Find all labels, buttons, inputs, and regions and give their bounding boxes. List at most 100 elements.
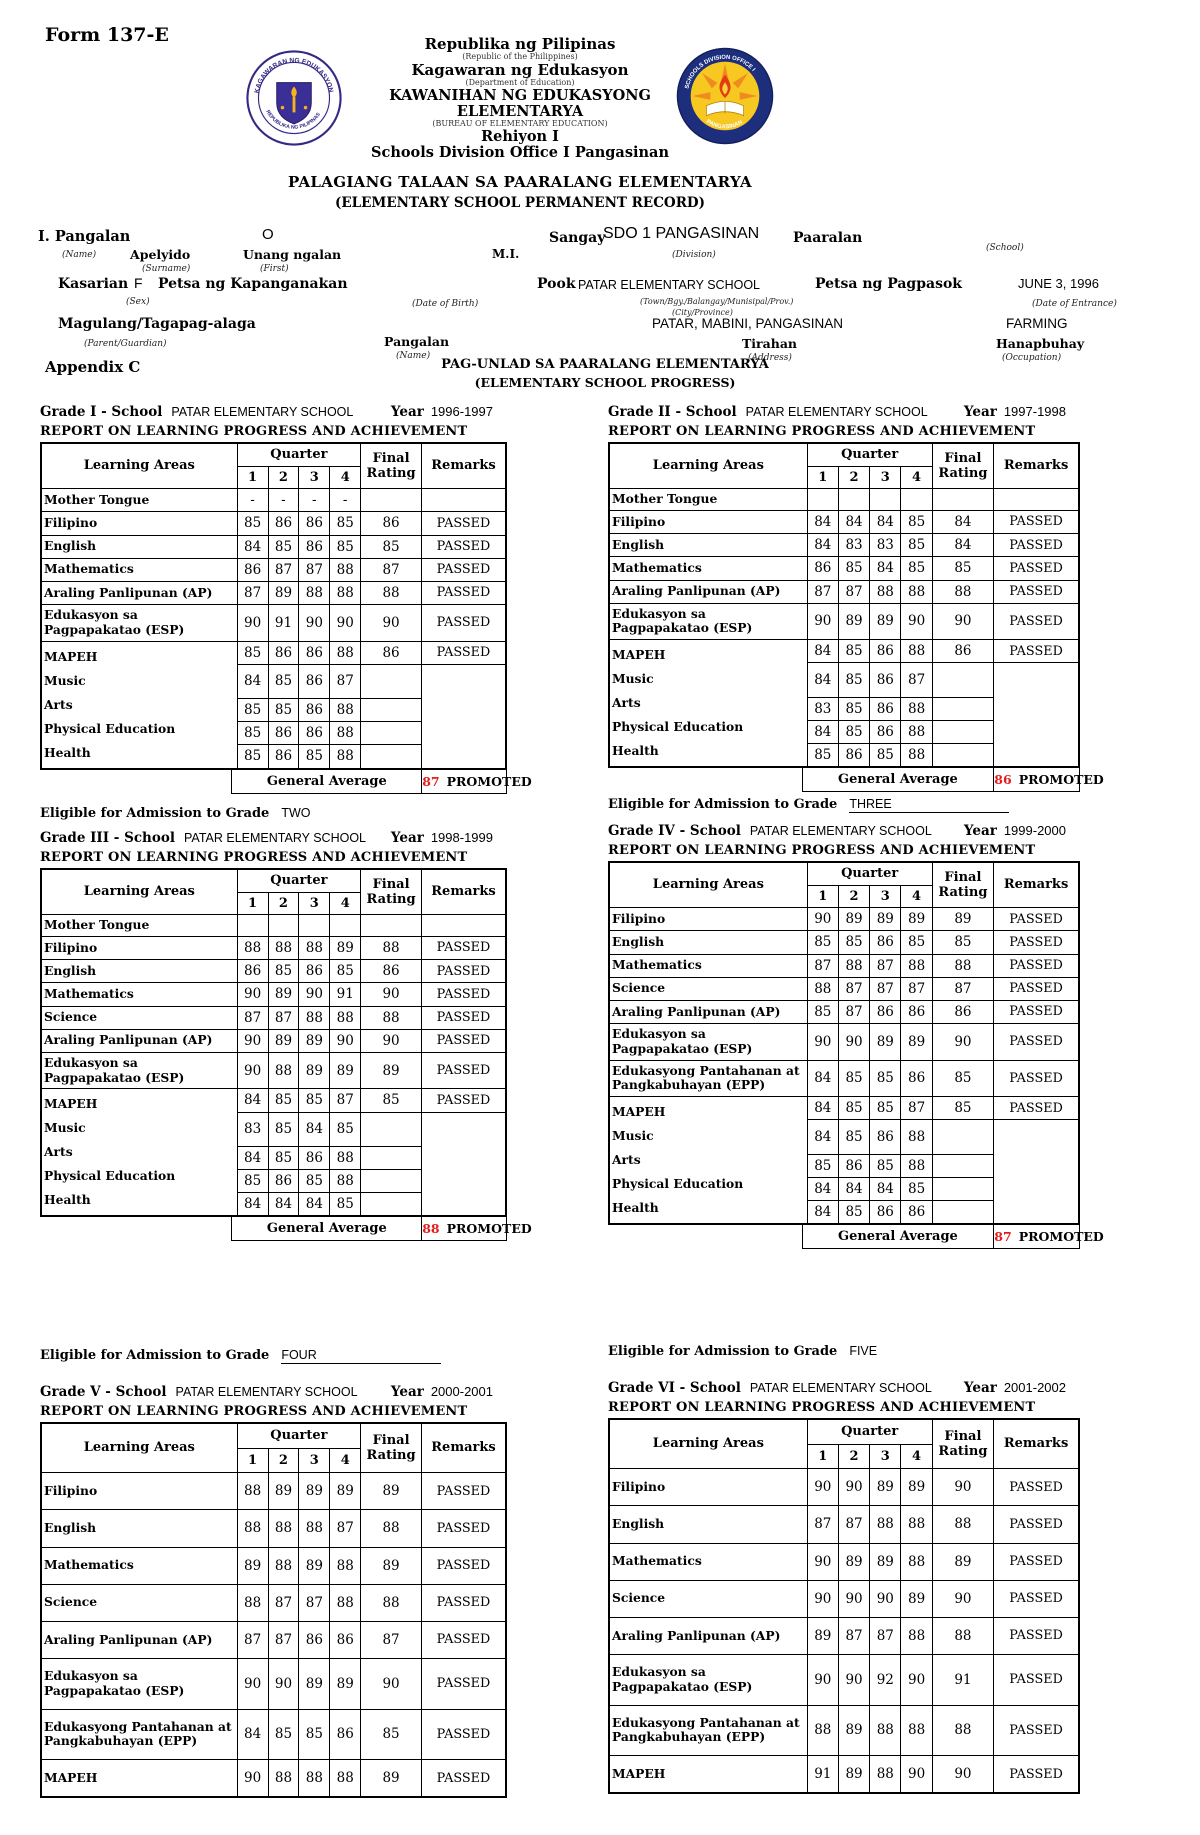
year-value: 1997-1998 xyxy=(1003,404,1066,419)
quarter-grade-cell: 87 xyxy=(298,557,331,582)
quarter-grade-cell xyxy=(837,488,871,511)
quarter-grade-cell: 89 xyxy=(837,1755,871,1794)
quarter-header: Quarter xyxy=(236,868,362,893)
learning-area-cell: English xyxy=(608,533,808,558)
remarks-cell: PASSED xyxy=(993,1704,1080,1757)
quarter-grade-cell: 87 xyxy=(837,999,871,1025)
table-row: Science 88 87 87 87 87 PASSED xyxy=(608,976,1080,1001)
learning-area-cell: MAPEH xyxy=(40,1759,238,1798)
quarter-grade-cell: 88 xyxy=(329,1168,362,1194)
quarter-grade-cell: 84 xyxy=(806,1176,839,1201)
bureau-line: KAWANIHAN NG EDUKASYONG ELEMENTARYA xyxy=(389,86,651,120)
quarter-grade-cell: 89 xyxy=(298,1546,331,1585)
learning-area-cell: Araling Panlipunan (AP) xyxy=(40,1620,238,1660)
remarks-merged-cell xyxy=(993,662,1080,768)
grade-2-section: Grade II - School PATAR ELEMENTARY SCHOOL… xyxy=(608,404,1104,793)
promoted-label: PROMOTED xyxy=(1018,772,1104,788)
final-rating-cell: 89 xyxy=(931,907,995,932)
quarter-grade-cell: 85 xyxy=(837,639,871,664)
quarter-grade-cell: 90 xyxy=(837,1468,871,1507)
grade-label: Grade V - School xyxy=(40,1384,167,1400)
quarter-grade-cell: 86 xyxy=(267,1168,300,1194)
final-rating-cell xyxy=(360,744,422,770)
final-rating-cell: 87 xyxy=(360,557,422,582)
header-row: Learning Areas Quarter Final Rating Remarks xyxy=(40,868,507,916)
quarter-grade-cell: 85 xyxy=(267,698,300,723)
learning-area-cell: Mathematics xyxy=(40,557,238,582)
quarter-grade-cell: 85 xyxy=(869,1096,902,1121)
year-label: Year xyxy=(963,823,997,839)
learning-area-cell: Filipino xyxy=(40,935,238,961)
learning-area-cell: Edukasyong Pantahanan at Pangkabuhayan (… xyxy=(608,1704,808,1757)
table-row: 84 85 86 88 xyxy=(41,1145,506,1171)
quarter-grade-cell: 83 xyxy=(236,1111,269,1147)
table-row: 85 86 85 88 xyxy=(41,1168,506,1194)
eligible-grade-two-line: Eligible for Admission to Grade TWO xyxy=(40,806,310,821)
quarter-grade-cell: 84 xyxy=(267,1192,300,1217)
place-sub-label-1: (Town/Bgy./Balangay/Munisipal/Prov.) xyxy=(640,297,794,306)
grade-table: Learning Areas Quarter Final Rating Remarks 1… xyxy=(40,442,507,770)
quarter-grade-cell: 88 xyxy=(267,1546,300,1585)
final-rating-cell: 85 xyxy=(931,930,995,955)
quarter-grade-cell: 88 xyxy=(267,1509,300,1548)
quarter-grade-cell: 88 xyxy=(236,1472,269,1511)
final-rating-header-line: Final xyxy=(944,1428,982,1444)
remarks-header: Remarks xyxy=(420,868,507,916)
quarter-grade-cell: 86 xyxy=(806,556,839,581)
table-head: Learning Areas Quarter Final Rating Remarks 1… xyxy=(40,1422,507,1474)
quarter-grade-cell: 87 xyxy=(236,1005,269,1030)
mapeh-area-label: Health xyxy=(612,1200,659,1216)
quarter-grade-cell: 84 xyxy=(806,533,839,558)
entrance-value: JUNE 3, 1996 xyxy=(1018,276,1099,291)
quarter-grade-cell: 85 xyxy=(900,509,933,535)
table-row: English 84 83 83 85 84 PASSED xyxy=(608,533,1080,558)
school-name-value: PATAR ELEMENTARY SCHOOL xyxy=(749,1381,932,1395)
quarter-grade-cell: 86 xyxy=(236,557,269,582)
occupation-label: Hanapbuhay xyxy=(996,336,1085,351)
quarter-grade-cell: 85 xyxy=(236,721,269,746)
quarter-grade-cell: 87 xyxy=(837,1505,871,1544)
table-row: English 87 87 88 88 88 PASSED xyxy=(608,1505,1080,1544)
final-rating-cell: 88 xyxy=(360,580,422,606)
final-rating-cell: 86 xyxy=(360,959,422,984)
quarter-grade-cell: 90 xyxy=(236,1028,269,1053)
mapeh-area-label: MAPEH xyxy=(44,648,98,664)
eligible-grade-value: FOUR xyxy=(281,1348,442,1364)
mapeh-area-label: Health xyxy=(44,744,91,760)
quarter-grade-cell: 88 xyxy=(329,640,362,665)
quarter-grade-cell: 86 xyxy=(267,511,300,536)
quarter-grade-cell: 88 xyxy=(329,580,362,606)
table-body: Filipino 88 89 89 89 89 PASSED English 88 88 88 87 8… xyxy=(40,1472,507,1798)
quarter-grade-cell: 90 xyxy=(900,1654,933,1706)
report-heading: REPORT ON LEARNING PROGRESS AND ACHIEVEM… xyxy=(40,1404,468,1419)
learning-area-cell: Filipino xyxy=(40,511,238,536)
remarks-cell xyxy=(420,914,507,937)
remarks-cell: PASSED xyxy=(993,1505,1080,1544)
quarter-grade-cell: 87 xyxy=(329,1509,362,1548)
quarter-grade-cell: 89 xyxy=(869,1023,902,1061)
year-label: Year xyxy=(390,404,424,420)
final-rating-cell: 84 xyxy=(931,509,995,535)
grade-section-title: Grade VI - School PATAR ELEMENTARY SCHOOL… xyxy=(608,1380,1080,1396)
quarter-grade-cell: 89 xyxy=(329,935,362,961)
quarter-grade-cell: 87 xyxy=(869,1616,902,1656)
remarks-cell: PASSED xyxy=(420,1759,507,1798)
grade-table: Learning Areas Quarter Final Rating Remarks 1… xyxy=(40,1422,507,1799)
quarter-grade-cell: 85 xyxy=(298,1168,331,1194)
table-row: 84 85 86 88 xyxy=(609,1119,1080,1225)
general-average-number: 87 xyxy=(994,1229,1012,1245)
learning-area-cell: Mathematics xyxy=(608,953,808,978)
quarter-grade-cell: 84 xyxy=(837,1176,871,1201)
quarter-grade-cell: 85 xyxy=(806,930,839,955)
place-sub-label-2: (City/Province) xyxy=(672,308,733,317)
table-row: MAPEH 90 88 88 88 89 PASSED xyxy=(40,1759,507,1798)
quarter-grade-cell: 86 xyxy=(869,999,902,1025)
quarter-grade-cell: 87 xyxy=(267,1620,300,1660)
learning-area-cell: Edukasyon sa Pagpapakatao (ESP) xyxy=(608,1023,808,1061)
mapeh-area-label: Music xyxy=(44,672,86,688)
remarks-cell: PASSED xyxy=(993,976,1080,1001)
quarter-grade-cell xyxy=(900,488,933,511)
quarter-grade-cell: 85 xyxy=(900,533,933,558)
year-label: Year xyxy=(390,1384,424,1400)
general-average-row: General Average 86 PROMOTED xyxy=(801,767,1104,793)
